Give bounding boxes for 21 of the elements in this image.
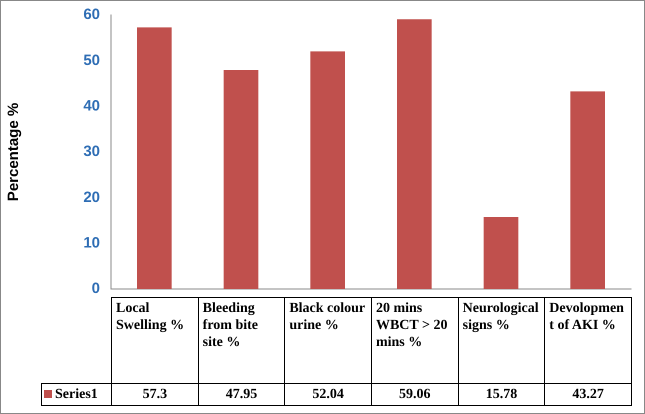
y-tick-label: 60 bbox=[83, 6, 100, 24]
legend-label: Series1 bbox=[42, 384, 112, 406]
x-tick-label: 20 mins WBCT > 20 mins % bbox=[371, 298, 458, 384]
x-tick-label: Neurological signs % bbox=[458, 298, 545, 384]
data-label: 59.06 bbox=[371, 384, 458, 406]
y-tick-label: 30 bbox=[83, 143, 100, 160]
x-tick-label: Devolopment of AKI % bbox=[544, 298, 632, 384]
y-tick-label: 0 bbox=[92, 280, 100, 298]
data-label: 43.27 bbox=[544, 384, 632, 406]
x-tick-label: Bleeding from bite site % bbox=[198, 298, 285, 384]
data-label: 47.95 bbox=[198, 384, 285, 406]
y-tick-label: 50 bbox=[83, 52, 100, 69]
x-tick-label: Local Swelling % bbox=[112, 298, 198, 384]
data-label: 52.04 bbox=[284, 384, 372, 406]
y-tick-label: 20 bbox=[83, 188, 100, 206]
y-tick-label: 40 bbox=[83, 97, 100, 114]
data-label: 15.78 bbox=[458, 384, 545, 406]
y-axis-title: Percentage % bbox=[5, 102, 22, 202]
y-tick-label: 10 bbox=[83, 234, 100, 252]
data-label: 57.3 bbox=[112, 384, 198, 406]
x-tick-label: Black colour urine % bbox=[284, 298, 372, 384]
